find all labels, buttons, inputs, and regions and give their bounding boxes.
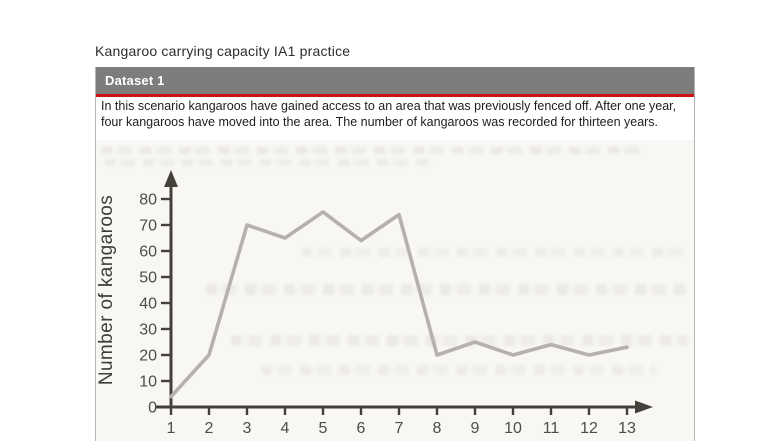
bleed-through-smudge [261,365,656,375]
svg-text:6: 6 [357,420,366,437]
dataset-panel: Dataset 1 In this scenario kangaroos hav… [95,67,695,441]
bleed-through-smudge [231,335,688,346]
svg-text:8: 8 [433,420,442,437]
svg-text:30: 30 [139,322,157,339]
svg-text:5: 5 [319,420,328,437]
svg-text:13: 13 [618,420,636,437]
svg-text:0: 0 [148,400,157,417]
bleed-through-smudge [101,147,641,154]
scenario-description: In this scenario kangaroos have gained a… [101,98,689,130]
scanned-chart-background [96,140,694,441]
red-divider-rule [96,94,694,97]
svg-text:12: 12 [580,420,598,437]
svg-text:Number of kangaroos: Number of kangaroos [97,195,117,385]
bleed-through-smudge [301,248,686,257]
svg-text:9: 9 [471,420,480,437]
kangaroo-line-chart: 0 10 20 30 40 50 60 70 80 1 2 3 4 5 6 7 8 9 10 11 12 13 Number… [96,160,677,441]
svg-text:20: 20 [139,348,157,365]
bleed-through-smudge [104,159,434,166]
scenario-description-line1: In this scenario kangaroos have gained a… [101,99,677,113]
scenario-description-line2: four kangaroos have moved into the area.… [101,115,659,129]
svg-text:7: 7 [395,420,404,437]
svg-text:4: 4 [281,420,290,437]
svg-text:80: 80 [139,192,157,209]
svg-text:60: 60 [139,244,157,261]
svg-text:11: 11 [543,420,560,437]
svg-text:1: 1 [167,420,176,437]
bleed-through-smudge [206,284,688,295]
dataset-header-label: Dataset 1 [105,73,165,88]
svg-text:10: 10 [139,374,157,391]
svg-text:50: 50 [139,270,157,287]
svg-text:70: 70 [139,218,157,235]
dataset-header-bar: Dataset 1 [96,67,694,94]
svg-text:2: 2 [205,420,214,437]
svg-text:3: 3 [243,420,252,437]
svg-text:10: 10 [504,420,522,437]
svg-text:40: 40 [139,296,157,313]
page-title: Kangaroo carrying capacity IA1 practice [95,43,351,59]
